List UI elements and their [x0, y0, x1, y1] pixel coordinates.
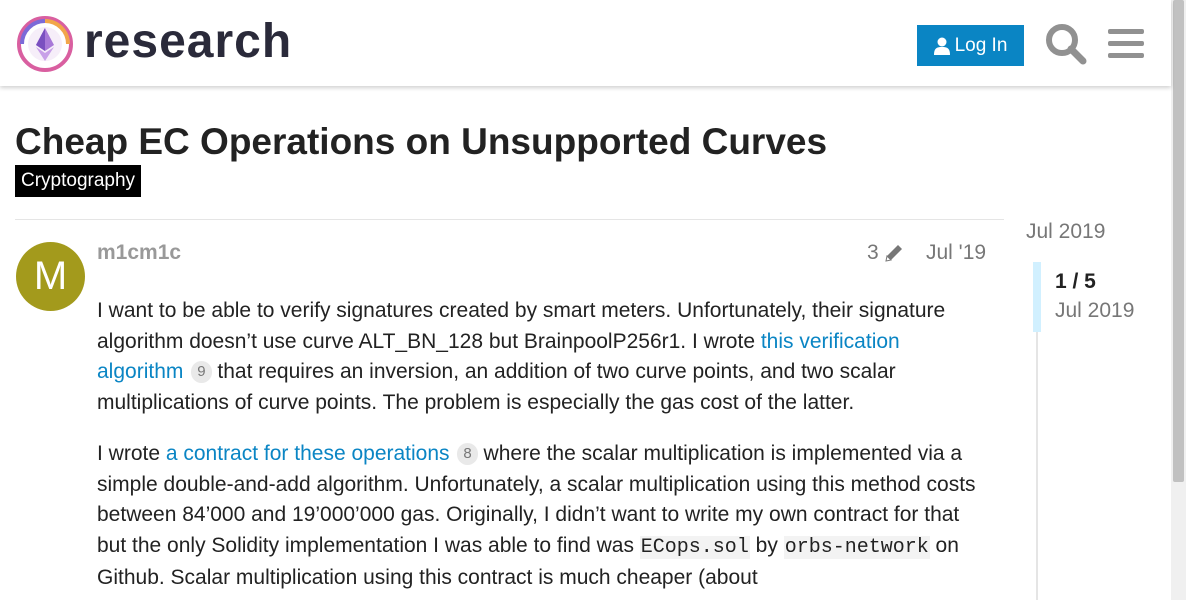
post-body: I want to be able to verify signatures c… [97, 296, 987, 615]
hamburger-menu-icon[interactable] [1104, 22, 1148, 66]
link-click-count: 9 [191, 361, 212, 383]
avatar[interactable]: M [16, 242, 85, 311]
paragraph-text: I wrote [97, 442, 166, 465]
scrollbar-thumb[interactable] [1173, 0, 1184, 482]
paragraph-text: I want to be able to verify signatures c… [97, 299, 946, 353]
edit-count: 3 [867, 241, 879, 264]
edit-history-button[interactable]: 3 [867, 240, 905, 266]
user-icon [933, 37, 950, 55]
verification-algorithm-link[interactable]: this verification algorithm [97, 329, 900, 384]
post-paragraph: I wrote a contract for these operations … [97, 439, 987, 594]
site-header: research Log In [0, 0, 1171, 86]
timeline-track[interactable] [1036, 262, 1038, 600]
category-badge[interactable]: Cryptography [15, 165, 142, 197]
login-label: Log In [954, 34, 1008, 56]
post-date[interactable]: Jul '19 [926, 241, 987, 264]
site-name[interactable]: research [84, 15, 293, 68]
post-paragraph: I want to be able to verify signatures c… [97, 296, 987, 418]
login-button[interactable]: Log In [917, 25, 1024, 66]
paragraph-text: by [749, 533, 784, 557]
pencil-icon [885, 245, 902, 262]
search-icon[interactable] [1044, 22, 1088, 66]
topic-title[interactable]: Cheap EC Operations on Unsupported Curve… [15, 121, 828, 162]
contract-operations-link[interactable]: a contract for these operations [165, 442, 450, 465]
inline-code: ECops.sol [639, 535, 750, 559]
post-username[interactable]: m1cm1c [97, 241, 182, 264]
divider [15, 219, 1004, 220]
paragraph-text: where the scalar multiplication is imple… [97, 442, 976, 557]
timeline-current-date: Jul 2019 [1055, 299, 1135, 322]
inline-code: orbs-network [783, 535, 930, 559]
timeline-start-date[interactable]: Jul 2019 [1026, 220, 1106, 243]
timeline-handle[interactable] [1033, 262, 1041, 332]
timeline-position: 1 / 5 [1055, 270, 1096, 293]
link-click-count: 8 [457, 443, 478, 465]
site-logo-icon[interactable] [16, 15, 74, 73]
paragraph-text: that requires an inversion, an addition … [97, 360, 896, 414]
page-scrollbar[interactable] [1171, 0, 1186, 600]
paragraph-text: on Github. Scalar multiplication using t… [97, 533, 959, 590]
